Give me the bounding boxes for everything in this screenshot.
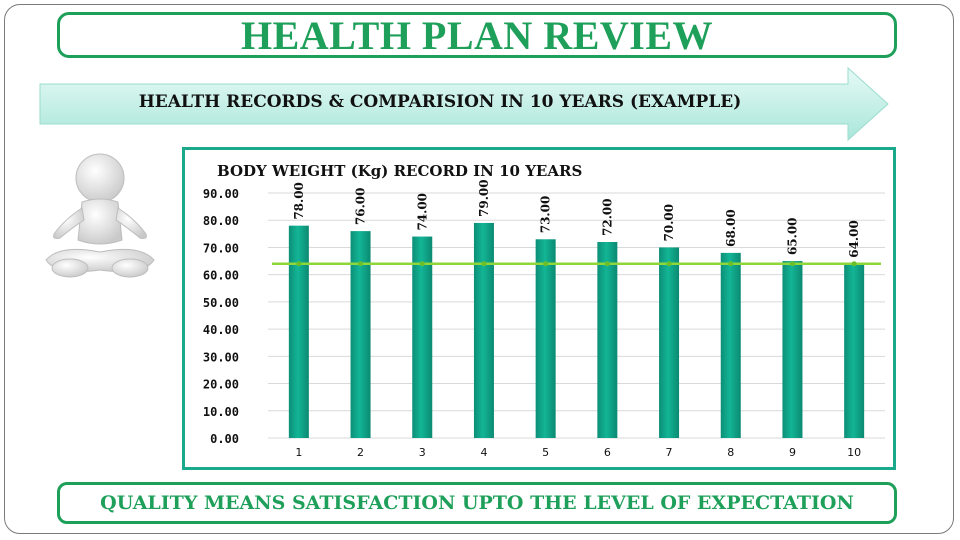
data-label: 74.00: [415, 193, 429, 231]
y-tick-label: 80.00: [203, 214, 239, 228]
data-label: 65.00: [785, 217, 799, 255]
footer-box: QUALITY MEANS SATISFACTION UPTO THE LEVE…: [57, 482, 897, 524]
target-point: [728, 261, 734, 267]
footer-text: QUALITY MEANS SATISFACTION UPTO THE LEVE…: [100, 492, 854, 514]
target-point: [481, 261, 487, 267]
banner-arrow: [39, 66, 889, 142]
data-label: 79.00: [477, 179, 491, 217]
target-point: [419, 261, 425, 267]
chart-title: BODY WEIGHT (Kg) RECORD IN 10 YEARS: [217, 162, 582, 180]
y-tick-label: 10.00: [203, 405, 239, 419]
data-label: 64.00: [847, 220, 861, 258]
y-tick-label: 70.00: [203, 241, 239, 255]
y-tick-label: 30.00: [203, 350, 239, 364]
x-tick-label: 2: [357, 446, 364, 459]
x-tick-label: 6: [604, 446, 611, 459]
slide-frame: [4, 4, 954, 534]
target-point: [666, 261, 672, 267]
data-label: 73.00: [539, 196, 553, 234]
x-tick-label: 3: [419, 446, 426, 459]
x-tick-label: 4: [480, 446, 487, 459]
chart-panel: BODY WEIGHT (Kg) RECORD IN 10 YEARS 0.00 1…: [182, 147, 896, 470]
bar: [597, 242, 618, 438]
title-box: HEALTH PLAN REVIEW: [57, 12, 897, 58]
x-tick-label: 10: [847, 446, 861, 459]
y-tick-label: 0.00: [210, 432, 239, 446]
bar: [535, 239, 556, 438]
target-point: [296, 261, 302, 267]
y-tick-label: 20.00: [203, 378, 239, 392]
target-point: [789, 261, 795, 267]
data-label: 76.00: [354, 188, 368, 226]
data-label: 68.00: [724, 209, 738, 247]
target-point: [604, 261, 610, 267]
bar: [844, 263, 865, 438]
bar: [412, 236, 433, 438]
bar-chart: BODY WEIGHT (Kg) RECORD IN 10 YEARS 0.00 1…: [203, 162, 885, 459]
data-label: 70.00: [662, 204, 676, 242]
x-tick-label: 7: [666, 446, 673, 459]
meditating-figure-icon: [45, 153, 155, 278]
x-tick-label: 8: [727, 446, 734, 459]
bar: [782, 261, 803, 438]
y-tick-label: 60.00: [203, 269, 239, 283]
y-tick-label: 90.00: [203, 187, 239, 201]
bar: [473, 222, 494, 438]
bar: [288, 225, 309, 438]
data-label: 78.00: [292, 182, 306, 220]
y-tick-label: 50.00: [203, 296, 239, 310]
target-point: [543, 261, 549, 267]
x-tick-label: 9: [789, 446, 796, 459]
target-point: [851, 261, 857, 267]
data-label: 72.00: [600, 198, 614, 236]
banner-text: HEALTH RECORDS & COMPARISION IN 10 YEARS…: [138, 92, 742, 112]
slide-title: HEALTH PLAN REVIEW: [240, 12, 714, 58]
x-tick-label: 5: [542, 446, 549, 459]
x-tick-label: 1: [295, 446, 302, 459]
y-tick-label: 40.00: [203, 323, 239, 337]
target-point: [358, 261, 364, 267]
bar: [659, 247, 680, 438]
bar: [720, 252, 741, 438]
bar: [350, 231, 371, 438]
